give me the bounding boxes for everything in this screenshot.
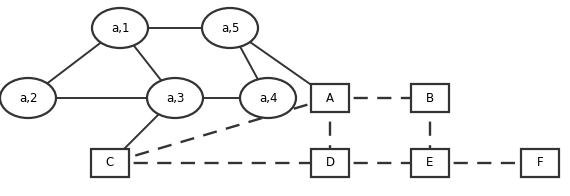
- Text: A: A: [326, 92, 334, 104]
- Text: F: F: [537, 156, 543, 170]
- Text: C: C: [106, 156, 114, 170]
- Text: D: D: [325, 156, 335, 170]
- Bar: [311, 84, 349, 112]
- Ellipse shape: [0, 78, 56, 118]
- Text: a,2: a,2: [19, 92, 37, 104]
- Ellipse shape: [147, 78, 203, 118]
- Ellipse shape: [240, 78, 296, 118]
- Bar: [521, 149, 559, 177]
- Text: B: B: [426, 92, 434, 104]
- Bar: [411, 149, 449, 177]
- Bar: [91, 149, 129, 177]
- Text: a,1: a,1: [111, 22, 129, 34]
- Text: a,3: a,3: [166, 92, 184, 104]
- Ellipse shape: [202, 8, 258, 48]
- Ellipse shape: [92, 8, 148, 48]
- Bar: [311, 149, 349, 177]
- Text: E: E: [426, 156, 434, 170]
- Text: a,5: a,5: [221, 22, 239, 34]
- Bar: [411, 84, 449, 112]
- Text: a,4: a,4: [259, 92, 277, 104]
